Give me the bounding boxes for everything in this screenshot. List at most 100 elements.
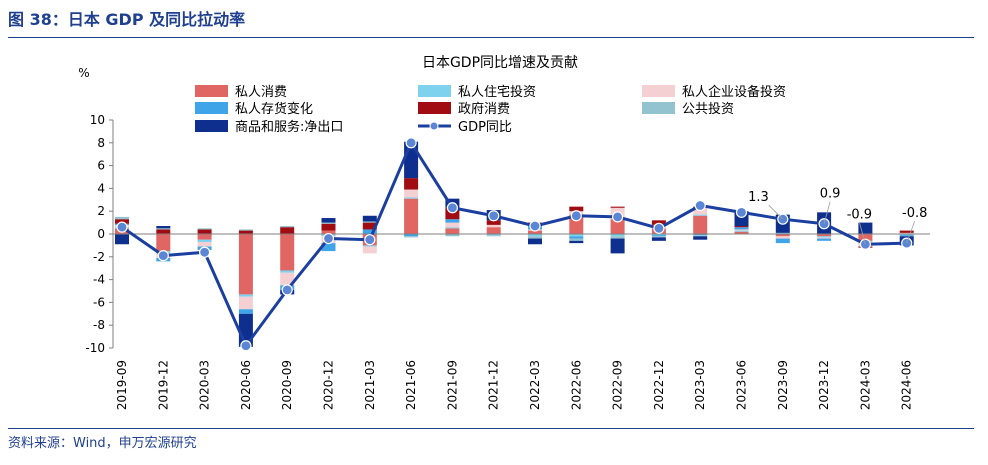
annotation-label: 0.9 bbox=[820, 187, 841, 202]
legend-swatch bbox=[195, 102, 228, 114]
gdp-point bbox=[364, 234, 376, 246]
x-tick-label: 2020-12 bbox=[322, 360, 336, 410]
x-tick-label: 2022-09 bbox=[611, 360, 625, 410]
x-tick-label: 2024-06 bbox=[900, 360, 914, 410]
x-tick-label: 2022-03 bbox=[528, 360, 542, 410]
x-axis: 2019-09 2019-12 2020-03 2020-06 2020-09 2020-… bbox=[113, 233, 930, 410]
bar-segment bbox=[775, 236, 790, 239]
bar-segment bbox=[569, 206, 584, 212]
legend-swatch bbox=[418, 102, 451, 114]
gdp-point bbox=[570, 210, 582, 222]
legend-label: 政府消费 bbox=[458, 102, 510, 117]
bar-segment bbox=[569, 240, 584, 244]
bar-segment bbox=[486, 234, 501, 236]
bar-segment bbox=[734, 229, 749, 231]
bar-segment bbox=[445, 234, 460, 237]
bar-segment bbox=[156, 229, 171, 234]
legend-label: 私人消费 bbox=[235, 85, 287, 100]
bar-segment bbox=[734, 226, 749, 228]
bar-segment bbox=[610, 238, 625, 254]
bar-segment bbox=[858, 222, 873, 234]
bar-segment bbox=[197, 228, 212, 230]
bar-segment bbox=[404, 197, 419, 199]
bar-segment bbox=[693, 235, 708, 237]
bar-segment bbox=[280, 226, 295, 228]
x-tick-label: 2023-09 bbox=[776, 360, 790, 410]
bar-segment bbox=[693, 215, 708, 234]
bar-segment bbox=[404, 234, 419, 237]
bar-segment bbox=[321, 223, 336, 231]
bar-segment bbox=[115, 219, 129, 224]
x-tick-label: 2019-12 bbox=[156, 360, 170, 410]
bar-segment bbox=[280, 234, 295, 271]
y-tick-label: 8 bbox=[97, 136, 105, 150]
gdp-point bbox=[116, 221, 128, 233]
y-tick-label: -4 bbox=[93, 273, 105, 287]
legend-label: 私人存货变化 bbox=[235, 101, 313, 117]
bar-segment bbox=[610, 219, 625, 234]
bar-segment bbox=[115, 216, 129, 220]
bar-segment bbox=[404, 189, 419, 198]
legend-label: 商品和服务:净出口 bbox=[235, 119, 343, 135]
bar-segment bbox=[362, 245, 377, 247]
y-axis: -10 -8 -6 -4 -2 0 2 4 6 8 10 bbox=[85, 113, 114, 355]
gdp-point bbox=[322, 232, 335, 245]
bar-segment bbox=[197, 229, 212, 234]
legend-swatch bbox=[418, 85, 451, 97]
bar-segment bbox=[610, 234, 625, 237]
bar-segment bbox=[610, 236, 625, 239]
gdp-point bbox=[653, 222, 665, 234]
bar-segment bbox=[528, 234, 542, 237]
bar-segment bbox=[569, 236, 584, 239]
bar-segment bbox=[238, 230, 253, 234]
bar-segment bbox=[899, 230, 914, 233]
bar-segment bbox=[404, 236, 419, 238]
bar-segment bbox=[362, 215, 377, 222]
annotation-leader bbox=[823, 201, 831, 224]
bar-segment bbox=[321, 243, 336, 252]
source-divider bbox=[8, 428, 974, 429]
bar-segment bbox=[321, 218, 336, 223]
bar-segment bbox=[486, 235, 501, 237]
gdp-point bbox=[694, 199, 706, 212]
bar-segment bbox=[238, 294, 253, 297]
bar-segment bbox=[197, 241, 212, 247]
bar-segment bbox=[238, 234, 253, 295]
bar-segment bbox=[610, 206, 625, 208]
y-axis-unit-label: % bbox=[78, 66, 89, 80]
bar-segment bbox=[280, 270, 295, 273]
bar-segment bbox=[734, 227, 749, 230]
bar-segment bbox=[197, 234, 212, 240]
legend-swatch-marker bbox=[429, 121, 439, 131]
bar-segment bbox=[651, 237, 666, 241]
bar-segment bbox=[693, 236, 708, 240]
gdp-point bbox=[488, 210, 500, 222]
bar-segment bbox=[486, 224, 501, 228]
bar-segment bbox=[858, 234, 873, 241]
annotation-leader bbox=[906, 220, 916, 244]
bar-segment bbox=[693, 234, 708, 236]
legend-swatch bbox=[642, 102, 675, 114]
x-tick-label: 2023-12 bbox=[817, 360, 831, 410]
bar-segment bbox=[528, 236, 542, 239]
bar-segment bbox=[817, 237, 832, 239]
x-tick-label: 2020-03 bbox=[198, 360, 212, 410]
bar-segment bbox=[445, 207, 460, 220]
bar-segment bbox=[899, 234, 914, 236]
bar-segment bbox=[899, 232, 914, 234]
bar-segment bbox=[197, 239, 212, 242]
gdp-point bbox=[157, 250, 169, 262]
y-tick-label: -10 bbox=[85, 341, 105, 355]
x-tick-label: 2021-06 bbox=[404, 360, 418, 410]
bar-segment bbox=[651, 235, 666, 237]
bar-segment bbox=[156, 226, 171, 229]
bar-segment bbox=[569, 234, 584, 237]
legend-label: 私人住宅投资 bbox=[458, 84, 536, 100]
x-tick-label: 2023-06 bbox=[735, 360, 749, 410]
bar-segment bbox=[899, 235, 914, 237]
bar-segment bbox=[445, 228, 460, 234]
x-tick-label: 2021-03 bbox=[363, 360, 377, 410]
x-tick-label: 2022-06 bbox=[569, 360, 583, 410]
legend-swatch bbox=[195, 120, 228, 132]
